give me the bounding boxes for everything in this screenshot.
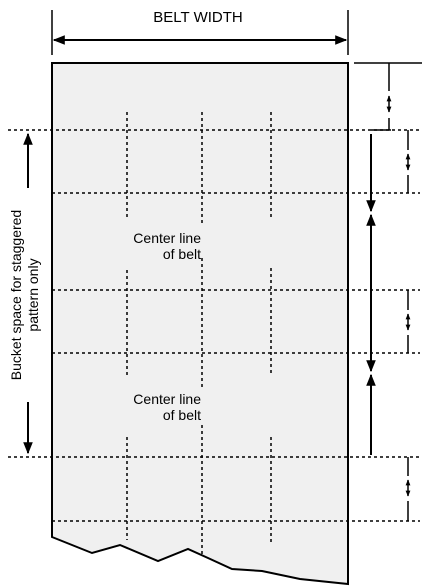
svg-text:Center line: Center line: [133, 391, 201, 407]
bucket-space-label: Bucket space for staggered pattern only: [8, 210, 41, 380]
center-line-label-lower: Center line of belt: [133, 391, 201, 423]
svg-text:pattern only: pattern only: [25, 258, 41, 331]
svg-text:Bucket space for staggered: Bucket space for staggered: [8, 210, 24, 380]
svg-text:Center line: Center line: [133, 230, 201, 246]
svg-text:of belt: of belt: [163, 407, 201, 423]
belt-width-label: BELT WIDTH: [153, 9, 242, 26]
belt-width-dimension: [51, 10, 349, 55]
right-dimensions: [354, 62, 422, 521]
bucket-column-lines: [126, 112, 272, 555]
center-line-label-upper: Center line of belt: [133, 230, 201, 262]
svg-text:of belt: of belt: [163, 246, 201, 262]
bucket-row-lines: [8, 129, 420, 522]
belt-body: [51, 62, 349, 586]
